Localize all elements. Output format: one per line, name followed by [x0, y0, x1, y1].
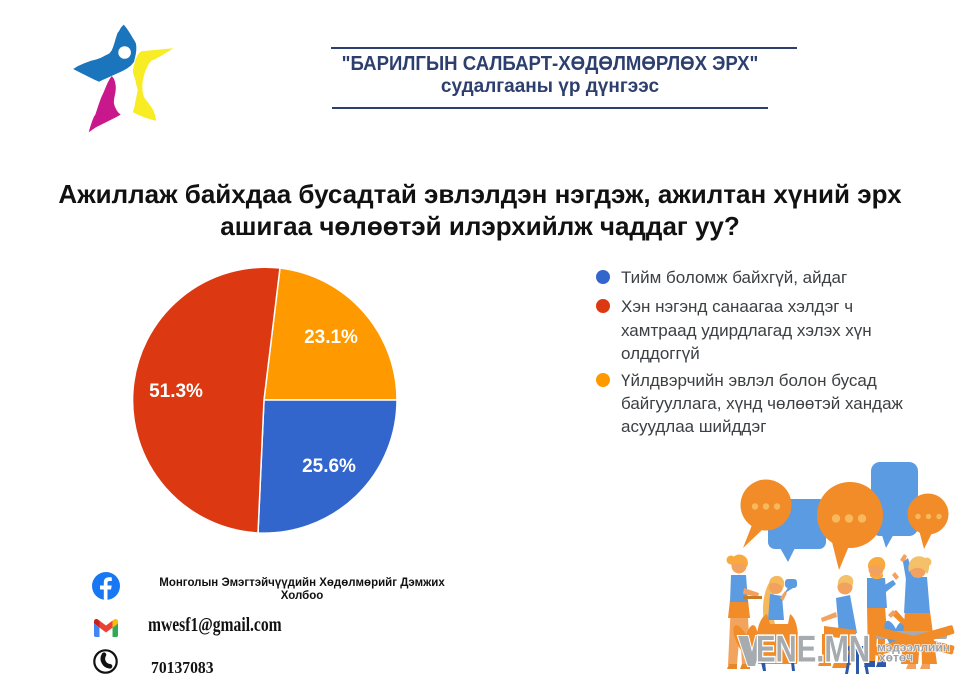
svg-text:ENE.MN: ENE.MN — [756, 629, 870, 670]
svg-text:хөтөч: хөтөч — [879, 651, 913, 665]
svg-text:мэдээллийн: мэдээллийн — [877, 641, 950, 655]
